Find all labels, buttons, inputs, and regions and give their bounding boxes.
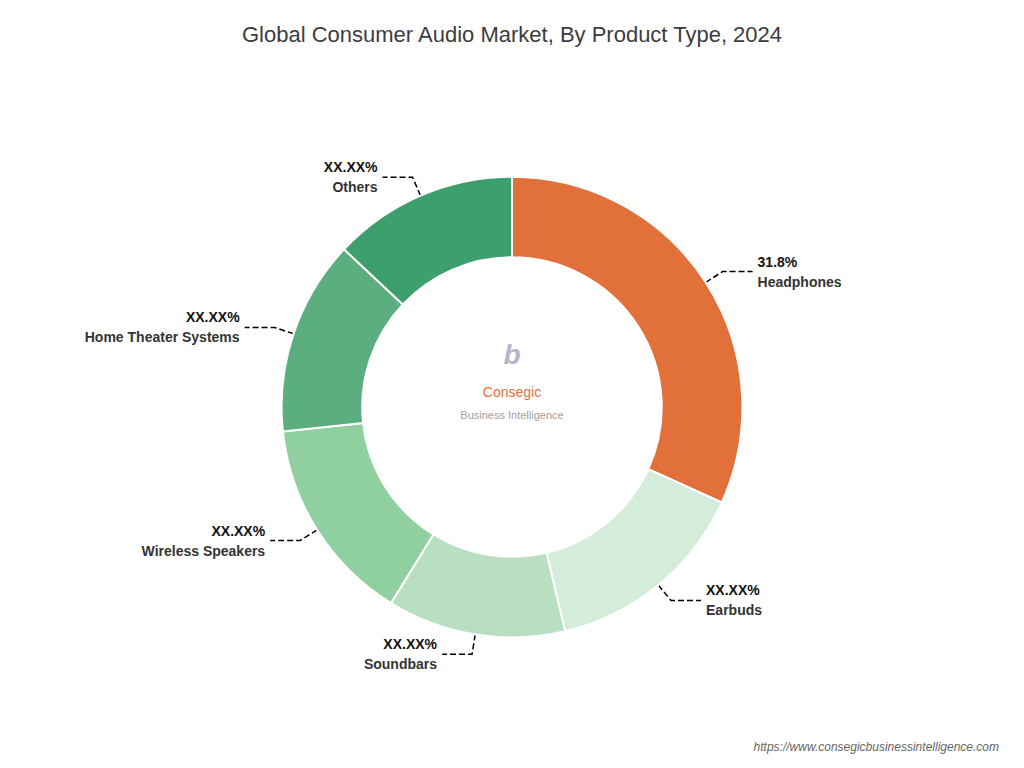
svg-text:XX.XX%: XX.XX% <box>383 636 437 652</box>
svg-text:31.8%: 31.8% <box>758 254 798 270</box>
svg-text:Soundbars: Soundbars <box>364 656 437 672</box>
svg-text:XX.XX%: XX.XX% <box>706 582 760 598</box>
svg-text:XX.XX%: XX.XX% <box>211 523 265 539</box>
svg-text:Global Consumer Audio Market,: Global Consumer Audio Market, By Product… <box>242 22 782 47</box>
svg-text:Home Theater Systems: Home Theater Systems <box>85 329 240 345</box>
svg-text:Earbuds: Earbuds <box>706 602 762 618</box>
svg-text:Consegic: Consegic <box>483 384 541 400</box>
svg-text:https://www.consegicbusinessin: https://www.consegicbusinessintelligence… <box>754 740 999 754</box>
svg-text:Others: Others <box>332 179 377 195</box>
svg-text:Wireless Speakers: Wireless Speakers <box>142 543 266 559</box>
svg-text:Headphones: Headphones <box>758 274 842 290</box>
svg-text:XX.XX%: XX.XX% <box>324 159 378 175</box>
svg-text:Business Intelligence: Business Intelligence <box>460 409 563 421</box>
svg-text:XX.XX%: XX.XX% <box>186 309 240 325</box>
svg-text:b: b <box>503 339 520 370</box>
